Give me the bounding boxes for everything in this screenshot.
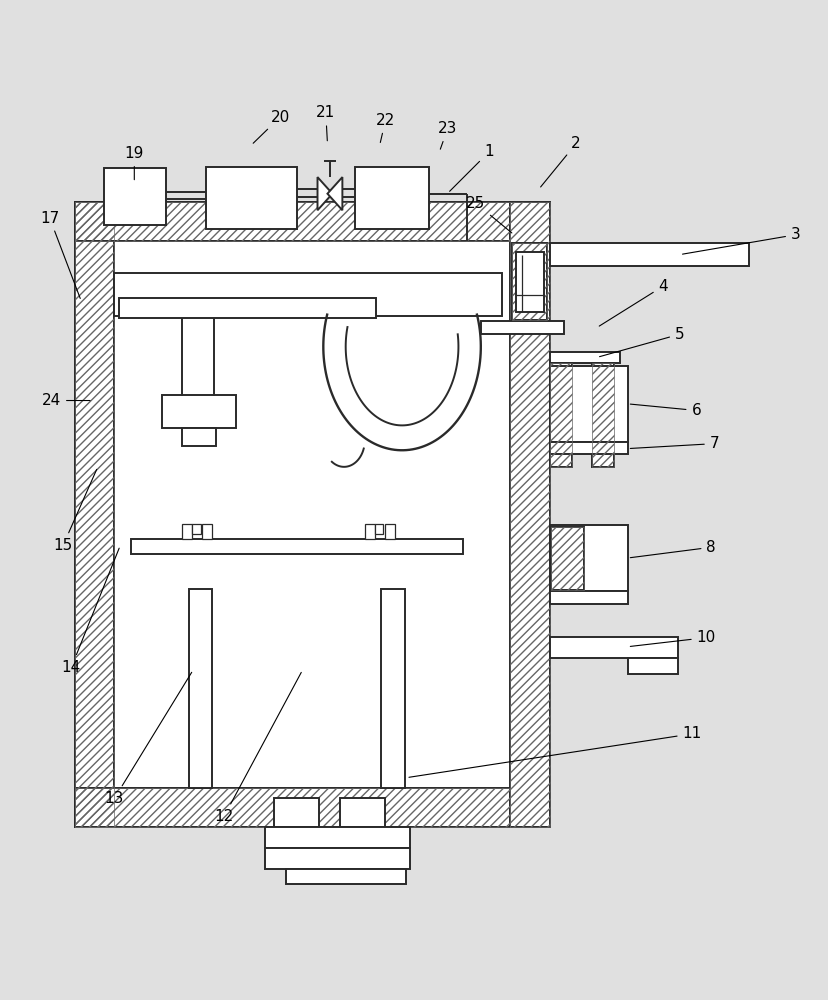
Text: 7: 7 xyxy=(629,436,719,451)
Bar xyxy=(114,241,509,788)
Text: 19: 19 xyxy=(124,146,144,180)
Bar xyxy=(480,321,563,334)
Bar xyxy=(364,524,374,539)
Text: 11: 11 xyxy=(408,726,701,777)
Text: 17: 17 xyxy=(40,211,80,298)
Text: 25: 25 xyxy=(465,196,511,233)
Text: 13: 13 xyxy=(104,672,191,806)
Bar xyxy=(549,525,628,591)
Text: 21: 21 xyxy=(315,105,335,141)
Bar xyxy=(551,527,584,590)
Bar xyxy=(286,869,406,884)
Bar xyxy=(104,168,166,225)
Bar xyxy=(182,428,215,446)
Bar xyxy=(114,273,501,316)
Text: 23: 23 xyxy=(437,121,457,149)
Bar xyxy=(549,352,619,363)
Bar xyxy=(384,524,394,539)
Bar xyxy=(591,363,614,467)
Bar xyxy=(131,539,462,554)
Bar xyxy=(75,788,509,827)
Bar xyxy=(591,363,614,467)
Text: 12: 12 xyxy=(214,672,301,824)
Bar xyxy=(549,366,628,442)
Bar xyxy=(549,363,570,467)
Text: 1: 1 xyxy=(449,144,493,191)
Bar xyxy=(161,395,236,428)
Text: 3: 3 xyxy=(681,227,800,254)
Bar xyxy=(202,524,212,539)
Bar xyxy=(205,167,296,229)
Bar xyxy=(512,243,546,320)
Text: 24: 24 xyxy=(41,393,90,408)
Bar xyxy=(374,524,383,534)
Text: 5: 5 xyxy=(599,327,684,357)
Bar xyxy=(118,298,375,318)
Bar xyxy=(189,589,212,788)
Polygon shape xyxy=(327,177,342,210)
Bar xyxy=(182,524,192,539)
Bar xyxy=(75,202,509,241)
Bar xyxy=(75,788,509,827)
Text: 15: 15 xyxy=(53,469,97,553)
Bar xyxy=(549,442,628,454)
Bar xyxy=(549,591,628,604)
Bar xyxy=(75,202,114,827)
Text: 20: 20 xyxy=(253,110,290,143)
Bar xyxy=(75,202,509,241)
Text: 14: 14 xyxy=(61,548,119,675)
Bar xyxy=(339,798,385,827)
Bar xyxy=(549,243,748,266)
Bar xyxy=(509,202,549,827)
Bar xyxy=(549,637,677,658)
Bar xyxy=(509,202,549,827)
Text: 2: 2 xyxy=(540,136,580,187)
Bar xyxy=(515,252,543,312)
Bar xyxy=(551,527,584,590)
Bar xyxy=(381,589,404,788)
Bar xyxy=(265,848,410,869)
Text: 22: 22 xyxy=(375,113,395,142)
Bar xyxy=(192,524,200,534)
Text: 10: 10 xyxy=(629,630,715,646)
Bar xyxy=(512,243,546,320)
Bar xyxy=(354,167,429,229)
Text: 4: 4 xyxy=(599,279,667,326)
Bar xyxy=(549,363,570,467)
Text: 8: 8 xyxy=(629,540,715,558)
Bar xyxy=(273,798,319,827)
Bar xyxy=(75,202,114,827)
Text: 6: 6 xyxy=(629,403,700,418)
Bar xyxy=(265,827,410,848)
Polygon shape xyxy=(317,177,332,210)
Bar xyxy=(628,658,677,674)
